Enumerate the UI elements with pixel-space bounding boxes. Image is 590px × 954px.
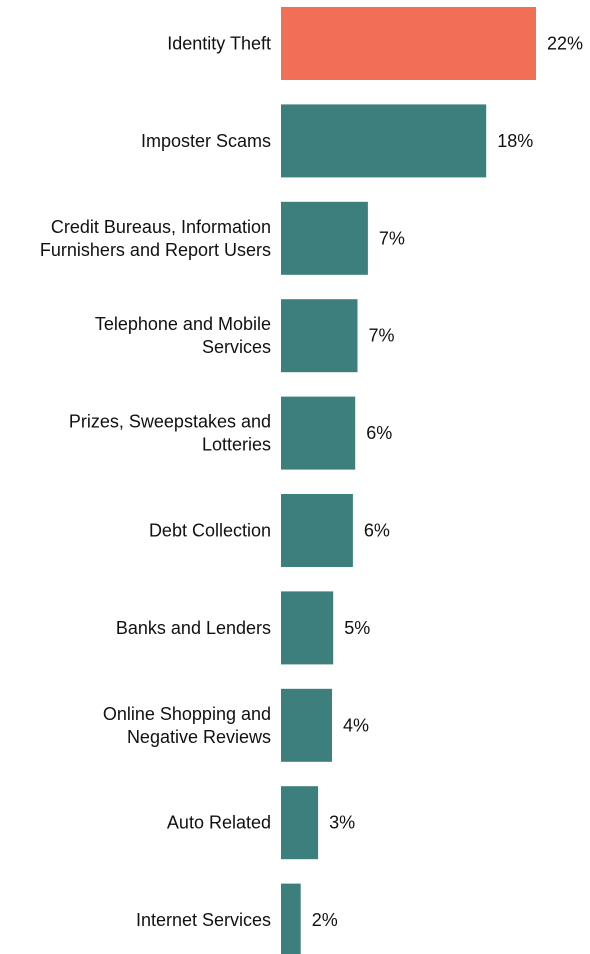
category-label-0: Identity Theft [167, 34, 271, 54]
category-label-line: Telephone and Mobile [95, 314, 271, 334]
category-label-5: Debt Collection [149, 521, 271, 541]
bar-5 [281, 494, 353, 567]
category-label-line: Lotteries [202, 435, 271, 455]
bar-2 [281, 201, 368, 275]
bar-6 [281, 591, 334, 665]
category-label-line: Credit Bureaus, Information [51, 217, 271, 237]
category-label-9: Internet Services [136, 910, 271, 930]
category-label-line: Imposter Scams [141, 131, 271, 151]
value-label-5: 6% [364, 521, 390, 541]
category-label-line: Furnishers and Report Users [40, 240, 271, 260]
bar-0 [281, 7, 536, 80]
bar-9 [281, 883, 301, 954]
category-label-1: Imposter Scams [141, 131, 271, 151]
value-label-9: 2% [312, 910, 338, 930]
category-label-line: Services [202, 337, 271, 357]
category-label-3: Telephone and Mobile Services [95, 314, 271, 357]
value-label-8: 3% [329, 813, 355, 833]
bar-1 [281, 104, 487, 178]
category-label-2: Credit Bureaus, Information Furnishers an… [40, 217, 271, 260]
category-label-8: Auto Related [167, 813, 271, 833]
category-label-4: Prizes, Sweepstakes and Lotteries [69, 412, 271, 455]
value-label-4: 6% [366, 423, 392, 443]
category-label-line: Negative Reviews [127, 727, 271, 747]
category-label-line: Internet Services [136, 910, 271, 930]
category-label-7: Online Shopping and Negative Reviews [103, 704, 271, 747]
bar-7 [281, 688, 332, 762]
bar-8 [281, 786, 319, 860]
value-label-3: 7% [369, 326, 395, 346]
value-label-0: 22% [547, 34, 583, 54]
category-label-line: Auto Related [167, 813, 271, 833]
category-label-line: Debt Collection [149, 521, 271, 541]
value-label-1: 18% [497, 131, 533, 151]
category-label-6: Banks and Lenders [116, 618, 271, 638]
bar-4 [281, 396, 356, 470]
value-label-2: 7% [379, 228, 405, 248]
category-label-line: Identity Theft [167, 34, 271, 54]
category-label-line: Online Shopping and [103, 704, 271, 724]
category-label-line: Prizes, Sweepstakes and [69, 412, 271, 432]
value-label-6: 5% [344, 618, 370, 638]
value-label-7: 4% [343, 715, 369, 735]
bar-3 [281, 299, 358, 373]
category-label-line: Banks and Lenders [116, 618, 271, 638]
